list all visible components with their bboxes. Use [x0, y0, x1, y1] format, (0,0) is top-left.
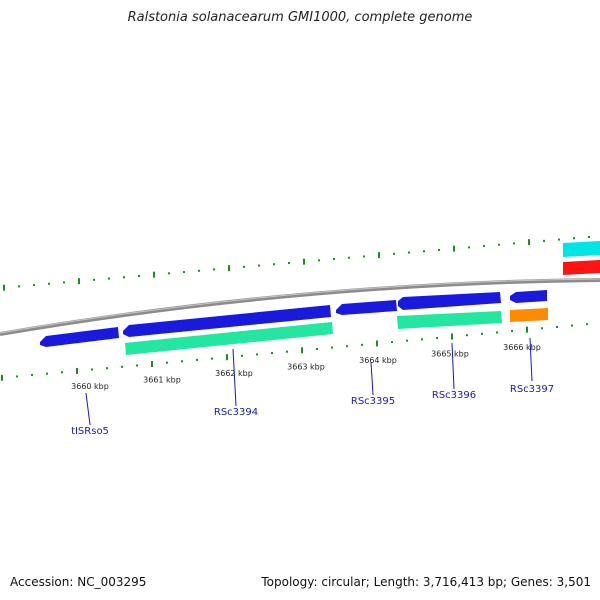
cds-rsc3396[interactable]: [398, 292, 501, 310]
genome-backbone: [0, 278, 600, 336]
cds-rsc3395[interactable]: [336, 300, 397, 315]
scale-label: 3665 kbp: [431, 350, 469, 359]
scale-label: 3660 kbp: [71, 382, 109, 391]
scale-label: 3661 kbp: [143, 376, 181, 385]
gene-label[interactable]: RSc3394: [214, 407, 258, 418]
inner-dotted-track: [1, 323, 588, 381]
gene-rsc3396[interactable]: [397, 311, 502, 329]
gene-label[interactable]: RSc3395: [351, 396, 395, 407]
gene-leader-line: [529, 337, 533, 382]
feature-orange[interactable]: [510, 308, 548, 322]
cds-tisrso5[interactable]: [40, 327, 119, 347]
genome-backbone-highlight: [0, 278, 600, 334]
accession-label: Accession: NC_003295: [10, 575, 147, 589]
scale-label: 3664 kbp: [359, 356, 397, 365]
map-title: Ralstonia solanacearum GMI1000, complete…: [127, 10, 473, 25]
cds-rsc3394[interactable]: [123, 305, 331, 337]
gene-labels: tISRso5 RSc3394 RSc3395 RSc3396 RSc3397: [71, 337, 554, 437]
gene-label[interactable]: tISRso5: [71, 426, 109, 437]
gene-leader-line: [232, 348, 237, 407]
genome-summary: Topology: circular; Length: 3,716,413 bp…: [261, 575, 591, 589]
gene-rsc3394[interactable]: [125, 322, 333, 355]
feature-red[interactable]: [563, 260, 600, 275]
cds-rsc3397[interactable]: [510, 290, 547, 303]
gene-leader-line: [85, 392, 91, 426]
gene-label[interactable]: RSc3397: [510, 384, 554, 395]
feature-cyan[interactable]: [563, 241, 600, 257]
gene-label[interactable]: RSc3396: [432, 390, 476, 401]
scale-label: 3663 kbp: [287, 363, 325, 372]
scale-label: 3666 kbp: [503, 343, 541, 352]
gene-leader-line: [451, 342, 455, 390]
gene-leader-line: [370, 361, 374, 396]
outer-dotted-track: [3, 235, 590, 291]
